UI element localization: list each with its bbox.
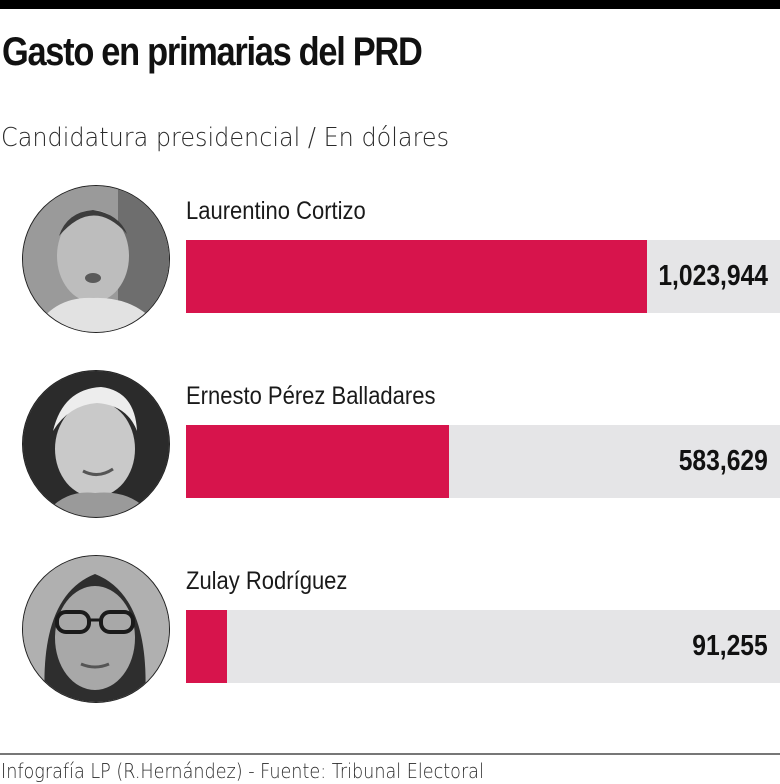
portrait-icon	[23, 556, 169, 702]
bar-track: 91,255	[186, 610, 780, 683]
portrait-icon	[23, 371, 169, 517]
source-credit: Infografía LP (R.Hernández) - Fuente: Tr…	[1, 759, 484, 783]
bar-fill	[186, 425, 449, 498]
candidate-name: Zulay Rodríguez	[186, 567, 348, 595]
bar-fill	[186, 240, 647, 313]
bar-track: 583,629	[186, 425, 780, 498]
value-label: 1,023,944	[658, 260, 768, 292]
bar-fill	[186, 610, 227, 683]
top-rule	[0, 0, 780, 9]
chart-subtitle: Candidatura presidencial / En dólares	[1, 123, 450, 153]
chart-title: Gasto en primarias del PRD	[2, 30, 423, 74]
value-label: 583,629	[678, 445, 768, 477]
candidate-photo-cortizo	[22, 185, 170, 333]
candidate-row: Zulay Rodríguez 91,255	[0, 550, 780, 710]
candidate-photo-perez-balladares	[22, 370, 170, 518]
candidate-name: Ernesto Pérez Balladares	[186, 382, 436, 410]
footer-rule	[0, 753, 780, 755]
value-label: 91,255	[692, 630, 768, 662]
candidate-name: Laurentino Cortizo	[186, 197, 366, 225]
bar-track: 1,023,944	[186, 240, 780, 313]
candidate-row: Laurentino Cortizo 1,023,944	[0, 180, 780, 340]
portrait-icon	[23, 186, 169, 332]
candidate-row: Ernesto Pérez Balladares 583,629	[0, 365, 780, 525]
candidate-photo-rodriguez	[22, 555, 170, 703]
